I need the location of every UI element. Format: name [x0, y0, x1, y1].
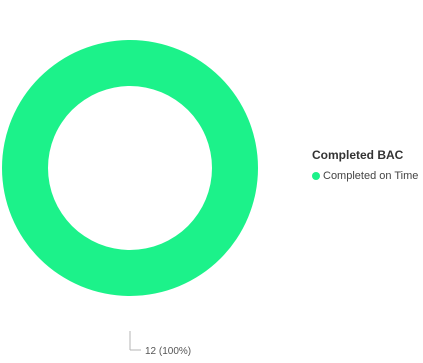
donut-slice-completed-on-time[interactable]	[2, 40, 258, 296]
legend-title: Completed BAC	[312, 148, 404, 162]
legend-item-label: Completed on Time	[323, 170, 419, 182]
legend: Completed BAC Completed on Time	[312, 148, 418, 182]
data-label: 12 (100%)	[145, 346, 191, 357]
donut-slices	[2, 40, 258, 296]
legend-item-completed-on-time[interactable]: Completed on Time	[312, 170, 418, 182]
legend-swatch	[312, 172, 320, 180]
